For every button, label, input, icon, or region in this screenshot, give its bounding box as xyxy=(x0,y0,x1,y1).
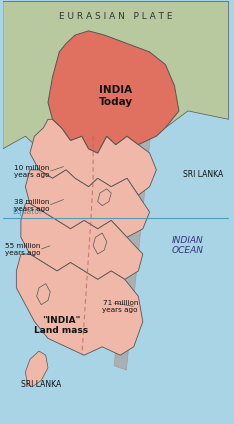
Text: Equator: Equator xyxy=(12,207,42,216)
Polygon shape xyxy=(21,204,143,279)
Polygon shape xyxy=(26,351,48,387)
Text: 38 million
years ago: 38 million years ago xyxy=(15,199,50,212)
Polygon shape xyxy=(48,31,179,153)
Text: INDIAN
OCEAN: INDIAN OCEAN xyxy=(172,236,204,255)
Polygon shape xyxy=(3,1,229,153)
Polygon shape xyxy=(16,254,143,355)
Polygon shape xyxy=(37,284,50,305)
Polygon shape xyxy=(30,119,156,195)
FancyArrow shape xyxy=(114,115,154,370)
Text: E U R A S I A N   P L A T E: E U R A S I A N P L A T E xyxy=(59,12,172,21)
Text: 71 million
years ago: 71 million years ago xyxy=(102,300,138,313)
Text: INDIA
Today: INDIA Today xyxy=(99,85,133,107)
Polygon shape xyxy=(93,233,107,254)
Text: "INDIA"
Land mass: "INDIA" Land mass xyxy=(34,316,89,335)
Text: SRI LANKA: SRI LANKA xyxy=(183,170,224,179)
Polygon shape xyxy=(98,189,111,206)
Text: 10 million
years ago: 10 million years ago xyxy=(15,165,50,179)
Text: 55 million
years ago: 55 million years ago xyxy=(5,243,41,257)
Polygon shape xyxy=(26,170,150,237)
Text: SRI LANKA: SRI LANKA xyxy=(21,380,61,389)
